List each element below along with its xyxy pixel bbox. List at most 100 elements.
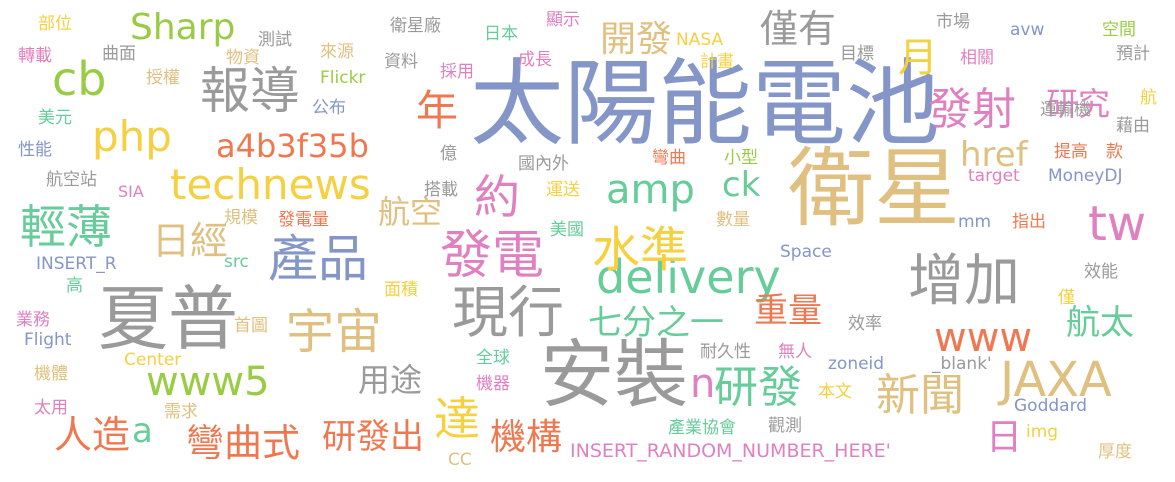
- word-caiyong: 採用: [440, 62, 474, 82]
- word-taiyong: 太用: [34, 398, 68, 418]
- word-zengjia: 增加: [908, 249, 1020, 314]
- word-jieyou: 藉由: [1116, 116, 1150, 136]
- word-mianji: 面積: [384, 280, 418, 300]
- word-technews: technews: [170, 160, 371, 209]
- word-qumian: 曲面: [102, 44, 136, 64]
- word-sharp: Sharp: [130, 7, 236, 48]
- word-da: 達: [434, 392, 480, 446]
- word-rijing: 日經: [152, 219, 229, 263]
- word-xuqiu: 需求: [164, 402, 198, 422]
- word-yanfa: 研發: [714, 362, 802, 413]
- word-baodao: 報導: [200, 62, 300, 120]
- word-fadian: 發電: [440, 226, 545, 286]
- word-chanyexiehui: 產業協會: [668, 418, 736, 438]
- word-meiyuan: 美元: [38, 108, 72, 128]
- word-yunshuji: 運輸機: [1040, 100, 1091, 120]
- word-qifenzhiyi: 七分之一: [588, 303, 724, 343]
- word-img: img: [1026, 422, 1059, 442]
- word-zhongliang: 重量: [754, 291, 822, 331]
- word-gao: 高: [66, 276, 83, 296]
- word-n: n: [690, 361, 716, 407]
- word-a: a: [132, 411, 153, 451]
- word-qingbao: 輕薄: [20, 200, 112, 254]
- word-nian: 年: [416, 86, 459, 135]
- word-hangkong: 航空: [378, 193, 443, 231]
- word-kaifa: 開發: [600, 19, 673, 60]
- word-xianxing: 現行: [452, 281, 564, 346]
- word-flight: Flight: [24, 330, 72, 350]
- word-target: target: [968, 166, 1020, 186]
- word-flickr: Flickr: [320, 68, 366, 88]
- word-yewu: 業務: [16, 310, 50, 330]
- word-href: href: [960, 135, 1028, 175]
- word-dianchi: 電池: [752, 50, 941, 159]
- word-www: www: [934, 315, 1033, 361]
- word-xianshi: 顯示: [546, 10, 580, 30]
- word-xiaolv: 效率: [848, 314, 882, 334]
- word-shichang: 市場: [936, 12, 970, 32]
- word-shoutu: 首圖: [234, 316, 268, 336]
- word-jin: 僅: [1058, 288, 1075, 308]
- word-jigou: 機構: [490, 417, 563, 458]
- word-quanqiu: 全球: [476, 348, 510, 368]
- word-dazai: 搭載: [424, 180, 458, 200]
- word-hang: 航: [1140, 88, 1157, 108]
- word-ziliao: 資料: [384, 52, 418, 72]
- word-goddard: Goddard: [1014, 396, 1088, 416]
- word-kuan: 款: [1106, 142, 1123, 162]
- word-yunsong: 運送: [546, 180, 580, 200]
- word-jihua: 計畫: [700, 52, 734, 72]
- word-amp: amp: [606, 167, 695, 213]
- word-nasa: NASA: [676, 30, 724, 50]
- word-php: php: [92, 112, 172, 161]
- word-guoneiwai: 國內外: [518, 154, 569, 174]
- word-ceshi: 測試: [258, 30, 292, 50]
- word-chengzhang: 成長: [518, 50, 552, 70]
- word-fashe: 發射: [928, 84, 1016, 135]
- word-xiapu: 夏普: [98, 278, 238, 360]
- word-guimo: 規模: [224, 208, 258, 228]
- word-jiqi: 機器: [476, 374, 510, 394]
- word-renzao: 人造: [54, 413, 131, 457]
- word-www5: www5: [146, 359, 270, 405]
- word-delivery: delivery: [596, 250, 781, 304]
- word-xiaoxing: 小型: [724, 148, 758, 168]
- word-xinwen: 新聞: [876, 370, 964, 421]
- word-guance: 觀測: [768, 416, 802, 436]
- word-mubiao: 目標: [840, 44, 874, 64]
- word-jinyou: 僅有: [760, 7, 837, 51]
- word-xiaoneng: 效能: [1084, 262, 1118, 282]
- word-wuren: 無人: [778, 342, 812, 362]
- word-ck: ck: [722, 165, 761, 205]
- word-laiyuan: 來源: [320, 42, 354, 62]
- word-meiguo: 美國: [550, 220, 584, 240]
- word-yue-about: 約: [474, 170, 520, 224]
- word-hash: a4b3f35b: [216, 127, 369, 165]
- word-avw: avw: [1010, 20, 1045, 40]
- word-xiangguan: 相關: [960, 48, 994, 68]
- word-yuji: 預計: [1116, 44, 1150, 64]
- word-wuzi: 物資: [226, 48, 260, 68]
- word-jaxa: JAXA: [1000, 352, 1112, 408]
- word-mm: mm: [958, 212, 992, 232]
- word-weixing: 衛星: [788, 139, 960, 239]
- word-shuliang: 數量: [716, 210, 750, 230]
- word-shouquan: 授權: [146, 68, 180, 88]
- word-space: Space: [780, 242, 832, 262]
- word-naijiuxing: 耐久性: [700, 342, 751, 362]
- word-yongtu: 用途: [358, 361, 423, 399]
- word-anzhuang: 安裝: [540, 332, 688, 418]
- word-shuizhun: 水準: [592, 222, 689, 278]
- word-buwei: 部位: [38, 14, 72, 34]
- word-benwen: 本文: [818, 382, 852, 402]
- word-yuzhou: 宇宙: [286, 304, 383, 360]
- word-tw: tw: [1088, 196, 1147, 252]
- word-ri: 日: [986, 417, 1023, 458]
- word-center: Center: [124, 350, 182, 370]
- word-wanqu: 彎曲: [652, 148, 686, 168]
- word-houdu: 厚度: [1098, 442, 1132, 462]
- word-blank: _blank': [932, 354, 992, 374]
- word-yue: 月: [898, 35, 938, 81]
- word-hangtai: 航太: [1066, 303, 1134, 343]
